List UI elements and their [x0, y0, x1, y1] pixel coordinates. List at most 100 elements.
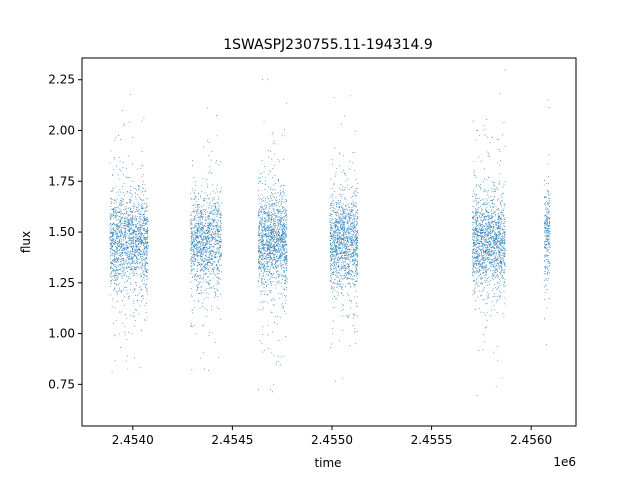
data-point	[123, 252, 125, 254]
data-point	[144, 213, 145, 215]
data-point	[335, 271, 337, 273]
data-point	[275, 255, 277, 257]
data-point	[354, 215, 356, 217]
data-point	[280, 218, 282, 220]
data-point	[220, 247, 221, 249]
data-point	[260, 200, 262, 202]
data-point	[285, 278, 286, 280]
data-point	[146, 263, 148, 265]
data-point	[198, 262, 200, 263]
data-point	[271, 237, 273, 239]
data-point	[275, 238, 277, 240]
data-point	[280, 216, 282, 218]
data-point	[195, 231, 197, 233]
data-point	[207, 229, 209, 231]
data-point	[274, 238, 276, 240]
data-point	[123, 246, 125, 248]
data-point	[261, 220, 263, 222]
data-point	[115, 201, 117, 203]
data-point	[349, 95, 351, 97]
data-point	[109, 248, 111, 249]
data-point	[133, 254, 135, 255]
data-point	[266, 233, 268, 235]
data-point	[127, 293, 129, 295]
data-point	[215, 244, 217, 246]
data-point	[110, 201, 112, 202]
data-point	[111, 215, 113, 217]
data-point	[113, 249, 115, 251]
data-point	[126, 167, 128, 169]
data-point	[213, 219, 215, 221]
data-point	[284, 274, 286, 276]
data-point	[337, 243, 339, 245]
data-point	[145, 218, 147, 220]
data-point	[127, 202, 129, 204]
data-point	[129, 94, 131, 95]
data-point	[119, 251, 121, 253]
data-point	[193, 237, 195, 239]
data-point	[191, 296, 193, 298]
data-point	[352, 229, 353, 231]
data-point	[112, 263, 114, 265]
data-point	[121, 216, 123, 218]
data-point	[137, 254, 139, 256]
data-point	[212, 213, 213, 215]
data-point	[128, 251, 130, 253]
data-point	[144, 203, 146, 205]
data-point	[203, 298, 205, 300]
data-point	[120, 254, 122, 256]
data-point	[213, 196, 215, 198]
data-point	[271, 264, 273, 265]
data-point	[109, 294, 111, 296]
data-point	[129, 176, 131, 178]
data-point	[280, 364, 282, 366]
data-point	[130, 257, 132, 259]
data-point	[117, 244, 119, 246]
data-point	[268, 221, 270, 222]
data-point	[331, 260, 333, 261]
data-point	[132, 251, 133, 253]
data-point	[119, 201, 121, 203]
data-point	[143, 283, 145, 285]
data-point	[143, 233, 145, 235]
data-point	[193, 199, 195, 201]
data-point	[194, 216, 196, 218]
data-point	[206, 202, 208, 204]
data-point	[204, 308, 206, 310]
data-point	[142, 173, 144, 175]
data-point	[275, 257, 277, 259]
data-point	[205, 238, 207, 240]
data-point	[336, 201, 338, 203]
data-point	[276, 238, 278, 240]
data-point	[129, 211, 131, 212]
data-point	[275, 200, 277, 201]
data-point	[259, 251, 260, 253]
data-point	[201, 259, 203, 261]
data-point	[336, 240, 338, 242]
data-point	[206, 272, 208, 274]
data-point	[131, 333, 133, 335]
data-point	[266, 257, 268, 259]
data-point	[273, 240, 275, 242]
data-point	[197, 232, 198, 234]
data-point	[210, 201, 212, 203]
data-point	[142, 206, 144, 208]
data-point	[195, 273, 197, 275]
data-point	[209, 250, 211, 252]
data-point	[136, 251, 138, 253]
data-point	[353, 286, 355, 288]
data-point	[127, 235, 129, 237]
data-point	[263, 276, 265, 278]
data-point	[272, 233, 274, 235]
data-point	[202, 222, 204, 224]
data-point	[192, 219, 194, 221]
data-point	[280, 219, 282, 221]
data-point	[133, 224, 135, 226]
data-point	[122, 109, 124, 111]
data-point	[142, 207, 144, 209]
data-point	[113, 257, 115, 259]
data-point	[130, 254, 132, 256]
data-point	[214, 214, 216, 216]
data-point	[214, 221, 216, 223]
data-point	[337, 264, 339, 266]
